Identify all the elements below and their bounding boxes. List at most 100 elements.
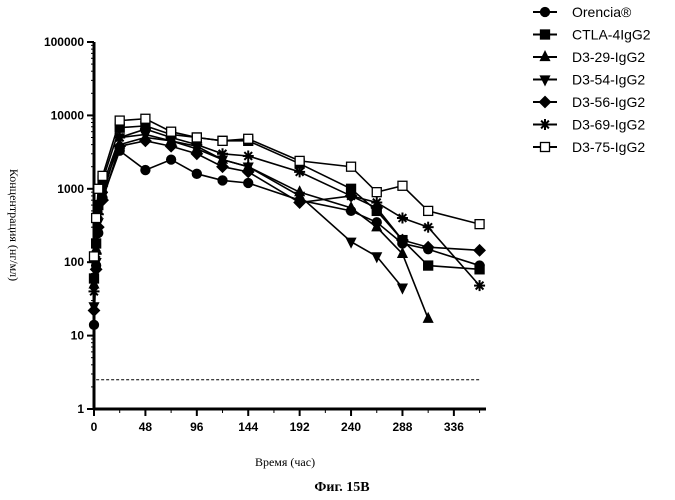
marker-square-open [191,132,202,143]
x-tick-label: 240 [341,420,361,434]
legend-label: D3-54-IgG2 [572,72,645,88]
y-axis-title: Концентрация (нг/мл) [7,169,21,281]
x-tick-label: 192 [290,420,310,434]
marker-circle [217,175,228,186]
marker-asterisk [139,123,151,135]
marker-triangle-down [345,237,357,249]
marker-asterisk [474,280,486,292]
asterisk-stroke [346,191,356,201]
marker-asterisk [294,166,306,178]
plot-area: 1 10 100 1000 10000 100000 0 48 96 144 192 240 288 33… [44,35,486,434]
marker-circle [243,177,254,189]
series-0 [88,145,485,331]
asterisk-stroke [423,222,433,232]
legend-entry: D3-29-IgG2 [533,49,645,65]
series-line [93,149,480,325]
marker-triangle-up [396,246,409,258]
marker-asterisk [88,285,100,297]
asterisk-stroke [397,213,408,223]
marker-triangle-up [422,311,434,323]
y-tick-label: 1 [77,402,84,416]
x-tick-label: 144 [238,420,258,434]
marker-asterisk [114,131,126,143]
marker-square [539,29,551,40]
y-tick-label: 100000 [44,35,84,49]
asterisk-stroke [474,281,485,291]
marker-square-open [97,170,108,182]
marker-square-open [294,155,305,167]
y-tick-label: 100 [64,255,84,269]
marker-triangle-up [539,50,551,62]
series-line [93,117,480,257]
marker-circle [88,319,100,331]
marker-diamond [87,304,101,317]
marker-asterisk [539,119,551,130]
marker-circle [191,168,202,179]
marker-diamond [216,160,229,174]
x-tick-label: 48 [139,420,153,434]
marker-diamond [241,165,255,179]
marker-square-open [140,113,151,124]
legend-label: D3-29-IgG2 [572,49,645,65]
x-tick-label: 96 [190,420,204,434]
marker-triangle-down [396,283,409,295]
marker-asterisk [242,150,254,162]
asterisk-stroke [540,119,550,130]
y-tick-label: 1000 [57,182,84,196]
series-line [93,125,480,279]
asterisk-stroke [295,167,305,177]
marker-asterisk [396,212,408,224]
marker-triangle-down [539,75,551,87]
marker-square-open [90,212,102,224]
marker-square-open [474,218,485,230]
marker-triangle-down [371,252,383,264]
marker-diamond [138,134,152,148]
legend-label: D3-69-IgG2 [572,117,645,133]
marker-diamond [421,240,435,254]
marker-square-open [345,161,357,172]
series-6 [88,113,485,262]
asterisk-stroke [140,124,151,134]
legend-entry: D3-75-IgG2 [533,139,645,155]
series-layer [87,113,486,331]
legend-entry: D3-56-IgG2 [533,94,645,110]
marker-asterisk [371,197,383,209]
marker-diamond [190,147,204,161]
asterisk-stroke [243,151,253,161]
marker-asterisk [422,221,434,233]
figure-caption: Фиг. 15B [314,480,369,495]
marker-circle [140,164,151,176]
marker-square-open [165,126,177,137]
marker-square-open [397,180,408,191]
marker-diamond [396,233,409,247]
marker-square-open [423,205,434,217]
marker-square-open [539,141,551,153]
legend-label: D3-75-IgG2 [572,139,645,155]
series-line [93,128,481,292]
legend-label: Orencia® [572,4,632,20]
marker-triangle-up [345,200,357,213]
marker-diamond [538,95,552,109]
marker-asterisk [345,190,357,202]
legend-label: CTLA-4IgG2 [572,27,651,43]
asterisk-stroke [115,132,125,143]
legend-entry: Orencia® [533,4,632,20]
legend-label: D3-56-IgG2 [572,94,645,110]
marker-square-open [93,183,104,194]
marker-diamond [473,243,486,257]
legend-entry: D3-54-IgG2 [533,72,645,88]
marker-circle [165,154,177,165]
marker-square [423,260,434,271]
x-axis-title: Время (час) [255,455,315,469]
marker-square-open [114,115,125,126]
asterisk-stroke [89,286,99,297]
legend: Orencia® CTLA-4IgG2 D3-29-IgG2 D3-54-IgG2 D3… [533,4,651,155]
marker-diamond [293,196,307,209]
marker-square-open [88,251,100,262]
marker-square-open [371,187,382,198]
marker-diamond [164,139,178,153]
x-tick-label: 288 [392,420,412,434]
y-tick-label: 10000 [51,108,85,122]
marker-circle [539,6,551,18]
